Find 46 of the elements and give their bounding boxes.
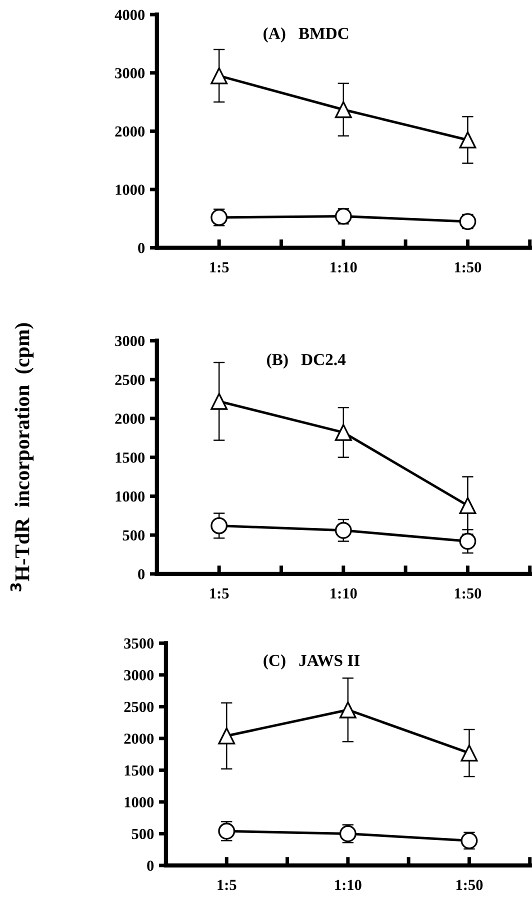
point	[334, 424, 352, 441]
x-tick-label: 1:10	[335, 880, 362, 890]
y-tick-label: 1500	[116, 452, 145, 463]
y-tick-label: 0	[138, 242, 145, 254]
point	[459, 497, 476, 514]
y-tick-label: 3000	[124, 670, 154, 680]
y-tick-label: 2000	[124, 734, 154, 744]
point	[339, 701, 356, 718]
y-tick-label: 3000	[115, 68, 145, 78]
y-tick-label: 2000	[115, 414, 145, 424]
y-tick-label: 500	[132, 828, 154, 840]
text: (A) BMDC	[264, 27, 348, 42]
y-tick-label: 0	[138, 569, 145, 580]
y-tick-label: 1500	[124, 765, 154, 776]
point	[218, 822, 236, 840]
y-tick-label: 3500	[124, 638, 154, 649]
y-tick-label: 3000	[115, 336, 145, 346]
y-tick-label: 2000	[115, 126, 145, 137]
point	[334, 101, 352, 118]
x-tick-label: 1:5	[210, 262, 229, 272]
x-tick-label: 1:10	[330, 262, 357, 272]
x-tick-label: 1:10	[330, 588, 357, 599]
text: (C) JAWS II	[264, 654, 360, 670]
y-tick-label: 500	[122, 530, 145, 541]
point	[459, 131, 476, 148]
point	[459, 532, 476, 550]
y-tick-label: 4000	[114, 10, 145, 20]
y-tick-label: 2500	[124, 702, 154, 712]
y-tick-label: 1000	[116, 184, 145, 195]
y-tick-label: 1000	[124, 797, 154, 808]
point	[210, 392, 228, 410]
x-tick-label: 1:5	[218, 880, 236, 890]
y-tick-label: 2500	[115, 374, 145, 386]
point	[210, 67, 228, 84]
x-tick-label: 1:50	[456, 880, 483, 890]
x-tick-label: 1:5	[210, 588, 229, 599]
point	[334, 522, 352, 539]
point	[218, 727, 236, 744]
text: (B) DC2.4	[267, 353, 346, 369]
y-tick-label: 1000	[116, 491, 145, 502]
point	[210, 517, 228, 534]
x-tick-label: 1:50	[454, 262, 482, 272]
y-tick-label: 0	[147, 860, 154, 871]
point	[460, 744, 478, 762]
x-tick-label: 1:50	[454, 588, 482, 599]
y-axis-title: $^{3}$H-TdR incorporation (cpm)	[10, 323, 34, 592]
